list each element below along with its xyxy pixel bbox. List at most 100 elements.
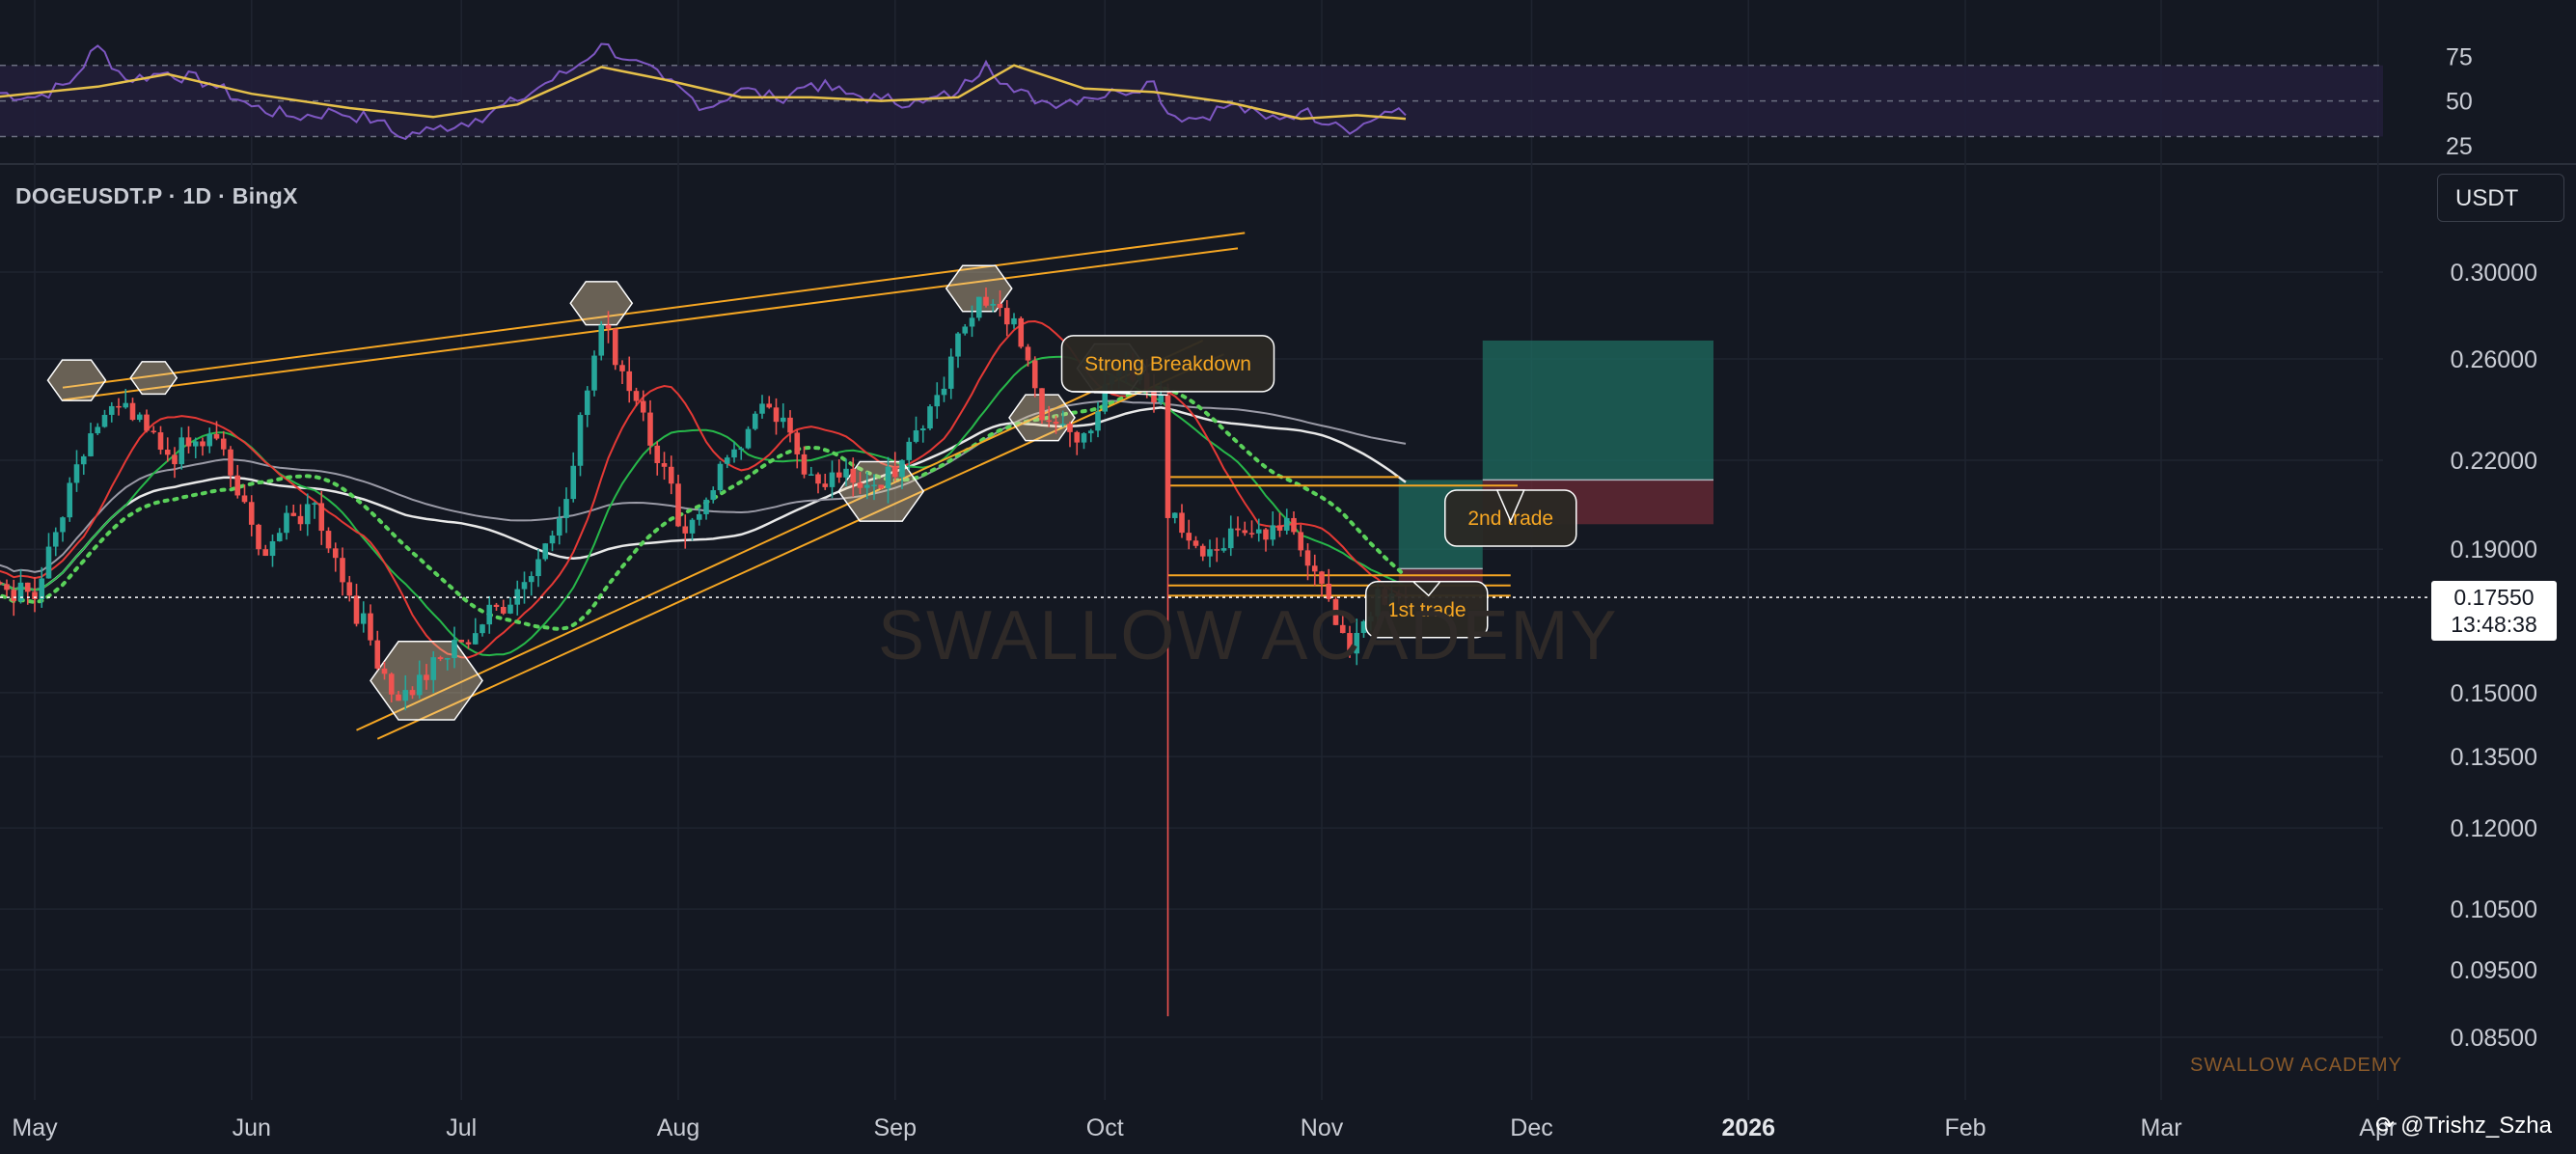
last-price-value: 0.17550 xyxy=(2453,585,2535,610)
candle-body xyxy=(752,413,758,429)
candle-body xyxy=(1270,525,1276,540)
position-zones xyxy=(1398,340,1713,610)
candle-body xyxy=(374,640,381,669)
time-axis: May Jun Jul Aug Sep Oct Nov Dec 2026 Feb Mar Apr xyxy=(12,1114,2397,1141)
candle-body xyxy=(1192,540,1199,546)
candle-body xyxy=(717,463,724,491)
candle-body xyxy=(975,296,982,318)
candle-body xyxy=(276,533,283,541)
candle-body xyxy=(1276,525,1283,531)
candle-body xyxy=(1059,424,1066,426)
candle-body xyxy=(73,464,80,483)
candle-body xyxy=(39,578,45,599)
highlight-blob xyxy=(129,361,178,396)
candle-body xyxy=(60,517,66,533)
time-axis-label: Nov xyxy=(1301,1114,1344,1141)
candle-body xyxy=(535,559,541,577)
candle-body xyxy=(11,590,17,601)
candle-body xyxy=(850,468,857,483)
rsi-panel: 75 50 25 xyxy=(0,42,2473,160)
rsi-line xyxy=(0,42,1407,141)
candle-body xyxy=(332,548,339,559)
rsi-axis-label: 25 xyxy=(2446,133,2473,160)
candle-body xyxy=(402,690,409,701)
candle-body xyxy=(1095,411,1101,431)
candle-body xyxy=(213,433,220,439)
candle-body xyxy=(452,640,457,659)
candle-body xyxy=(640,400,646,413)
price-axis-label: 0.26000 xyxy=(2451,346,2537,373)
candle-body xyxy=(983,296,989,306)
candle-body xyxy=(1165,395,1171,518)
candle-body xyxy=(1067,424,1073,432)
candle-body xyxy=(654,445,661,463)
callout-text: Strong Breakdown xyxy=(1084,353,1251,375)
candle-body xyxy=(360,613,367,624)
price-axis-label: 0.10500 xyxy=(2451,896,2537,923)
price-axis-label: 0.08500 xyxy=(2451,1025,2537,1052)
time-axis-label: Apr xyxy=(2359,1114,2397,1141)
time-axis-label: May xyxy=(12,1114,58,1141)
candle-body xyxy=(843,468,849,478)
candle-body xyxy=(633,391,640,401)
price-axis-label: 0.12000 xyxy=(2451,815,2537,842)
candle-body xyxy=(647,412,653,446)
candle-body xyxy=(24,582,31,592)
candle-body xyxy=(1158,395,1165,402)
callout-pointer xyxy=(1495,489,1525,523)
candle-body xyxy=(584,390,590,416)
candle-body xyxy=(829,472,836,487)
candle-body xyxy=(919,428,926,431)
time-axis-label: Dec xyxy=(1510,1114,1552,1141)
highlight-blob xyxy=(46,359,107,401)
candle-body xyxy=(906,441,913,460)
candle-body xyxy=(101,414,108,427)
candle-body xyxy=(1235,528,1241,531)
candle-body xyxy=(1087,430,1094,434)
candle-body xyxy=(1242,530,1248,534)
candle-body xyxy=(689,519,696,534)
candle-body xyxy=(885,466,891,489)
candle-body xyxy=(80,455,87,465)
candle-body xyxy=(1332,598,1339,625)
candle-body xyxy=(1291,517,1297,533)
candle-body xyxy=(780,417,786,423)
candle-body xyxy=(598,324,605,356)
candle-body xyxy=(123,402,129,408)
candle-body xyxy=(794,432,801,454)
candle-body xyxy=(766,403,773,408)
candle-body xyxy=(703,499,709,514)
candle-body xyxy=(857,482,863,488)
callout-pointer xyxy=(1411,581,1442,597)
candle-body xyxy=(1360,620,1367,633)
time-axis-label: Mar xyxy=(2140,1114,2181,1141)
candle-body xyxy=(430,657,437,680)
currency-button[interactable]: USDT xyxy=(2437,174,2564,222)
candle-body xyxy=(228,449,233,476)
candle-body xyxy=(934,395,941,407)
last-price-label: 0.17550 13:48:38 xyxy=(2431,581,2557,641)
candle-body xyxy=(990,303,997,306)
candle-body xyxy=(136,414,143,421)
candle-body xyxy=(192,441,199,447)
candle-body xyxy=(1199,545,1206,557)
candle-body xyxy=(1003,308,1010,325)
candle-body xyxy=(927,406,933,429)
candle-body xyxy=(962,326,969,334)
candle-body xyxy=(1186,533,1192,541)
candle-body xyxy=(556,517,562,536)
candle-body xyxy=(1081,433,1087,443)
candle-body xyxy=(172,454,178,465)
author-credit: ⟳ @Trishz_Szha xyxy=(2375,1112,2552,1140)
candle-body xyxy=(577,415,584,466)
candle-body xyxy=(0,582,3,585)
candle-body xyxy=(822,483,829,487)
candle-body xyxy=(164,450,171,455)
candle-body xyxy=(947,356,954,389)
candle-body xyxy=(605,324,612,329)
candle-body xyxy=(116,405,122,408)
grid-lines xyxy=(0,0,2576,1100)
candle-body xyxy=(1255,529,1262,534)
